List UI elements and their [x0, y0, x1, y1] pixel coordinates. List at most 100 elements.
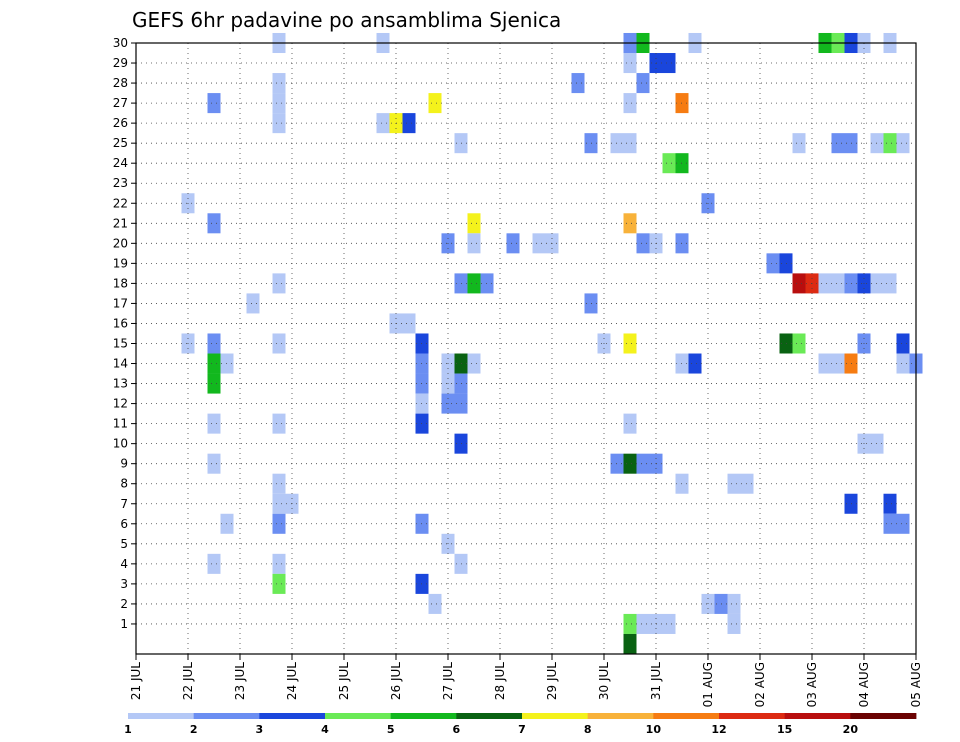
data-cell: [662, 153, 676, 174]
data-cell: [883, 513, 897, 534]
data-cell: [246, 293, 260, 314]
y-tick-label: 19: [113, 256, 128, 270]
y-tick-label: 13: [113, 377, 128, 391]
y-tick-label: 9: [120, 457, 128, 471]
x-tick-label: 21 JUL: [129, 662, 143, 700]
y-tick-label: 26: [113, 116, 128, 130]
data-cell: [623, 333, 637, 354]
data-cell: [571, 73, 585, 94]
colorbar-swatch: [850, 713, 917, 719]
data-cell: [272, 513, 286, 534]
data-cell: [727, 613, 741, 634]
y-tick-label: 28: [113, 76, 128, 90]
colorbar-swatch: [390, 713, 457, 719]
data-cell: [792, 133, 806, 154]
data-cell: [662, 613, 676, 634]
x-tick-label: 28 JUL: [493, 662, 507, 700]
y-tick-label: 29: [113, 56, 128, 70]
colorbar-swatch: [456, 713, 523, 719]
data-cell: [896, 133, 910, 154]
data-cell: [662, 53, 676, 74]
plot-frame: [135, 42, 917, 655]
data-cell: [623, 633, 637, 654]
data-cell: [818, 353, 832, 374]
data-cell: [207, 453, 221, 474]
colorbar-swatch: [784, 713, 851, 719]
x-tick-label: 24 JUL: [285, 662, 299, 700]
data-cell: [623, 413, 637, 434]
data-cell: [207, 553, 221, 574]
data-cell: [688, 353, 702, 374]
data-cell: [623, 133, 637, 154]
y-tick-label: 21: [113, 216, 128, 230]
data-cell: [792, 333, 806, 354]
data-cell: [207, 93, 221, 114]
y-tick-label: 16: [113, 316, 128, 330]
data-cell: [818, 273, 832, 294]
colorbar-swatch: [128, 713, 195, 719]
colorbar-label: 1: [124, 723, 132, 736]
data-cell: [623, 53, 637, 74]
data-cell: [883, 273, 897, 294]
colorbar-swatch: [522, 713, 589, 719]
colorbar-swatch: [259, 713, 326, 719]
colorbar-label: 4: [321, 723, 329, 736]
data-cell: [272, 573, 286, 594]
y-tick-label: 18: [113, 276, 128, 290]
y-tick-label: 20: [113, 236, 128, 250]
colorbar-label: 10: [646, 723, 662, 736]
colorbar-swatch: [193, 713, 260, 719]
data-cell: [272, 493, 286, 514]
y-tick-label: 17: [113, 296, 128, 310]
x-tick-label: 27 JUL: [441, 662, 455, 700]
x-axis: 21 JUL 22 JUL 23 JUL 24 JUL 25 JUL 26 JUL 27 J…: [129, 654, 923, 707]
y-tick-label: 15: [113, 336, 128, 350]
data-cell: [207, 373, 221, 394]
data-cells: [181, 32, 923, 654]
data-cell: [272, 113, 286, 134]
data-cell: [883, 133, 897, 154]
colorbar-swatch: [587, 713, 654, 719]
x-tick-label: 22 JUL: [181, 662, 195, 700]
x-tick-label: 26 JUL: [389, 662, 403, 700]
y-tick-label: 7: [120, 497, 128, 511]
y-tick-label: 23: [113, 176, 128, 190]
data-cell: [766, 253, 780, 274]
data-cell: [467, 273, 481, 294]
data-cell: [623, 213, 637, 234]
data-cell: [272, 473, 286, 494]
data-cell: [896, 353, 910, 374]
colorbar-label: 2: [190, 723, 198, 736]
x-tick-label: 04 AUG: [857, 662, 871, 707]
data-cell: [792, 273, 806, 294]
y-tick-label: 6: [120, 517, 128, 531]
y-tick-label: 8: [120, 477, 128, 491]
data-cell: [272, 93, 286, 114]
x-tick-label: 03 AUG: [805, 662, 819, 707]
data-cell: [727, 473, 741, 494]
data-cell: [272, 413, 286, 434]
data-cell: [636, 453, 650, 474]
data-cell: [636, 233, 650, 254]
chart-title: GEFS 6hr padavine po ansamblima Sjenica: [132, 8, 561, 32]
data-cell: [467, 353, 481, 374]
data-cell: [207, 333, 221, 354]
y-tick-label: 5: [120, 537, 128, 551]
colorbar-label: 12: [711, 723, 726, 736]
colorbar-label: 5: [387, 723, 395, 736]
data-cell: [831, 353, 845, 374]
data-cell: [428, 93, 442, 114]
data-cell: [272, 273, 286, 294]
colorbar-label: 15: [777, 723, 792, 736]
data-cell: [727, 593, 741, 614]
y-tick-label: 30: [113, 36, 128, 50]
data-cell: [467, 213, 481, 234]
data-cell: [207, 213, 221, 234]
data-cell: [623, 453, 637, 474]
data-cell: [623, 93, 637, 114]
y-tick-label: 4: [120, 557, 128, 571]
data-cell: [272, 553, 286, 574]
x-tick-label: 23 JUL: [233, 662, 247, 700]
colorbar-swatch: [719, 713, 786, 719]
